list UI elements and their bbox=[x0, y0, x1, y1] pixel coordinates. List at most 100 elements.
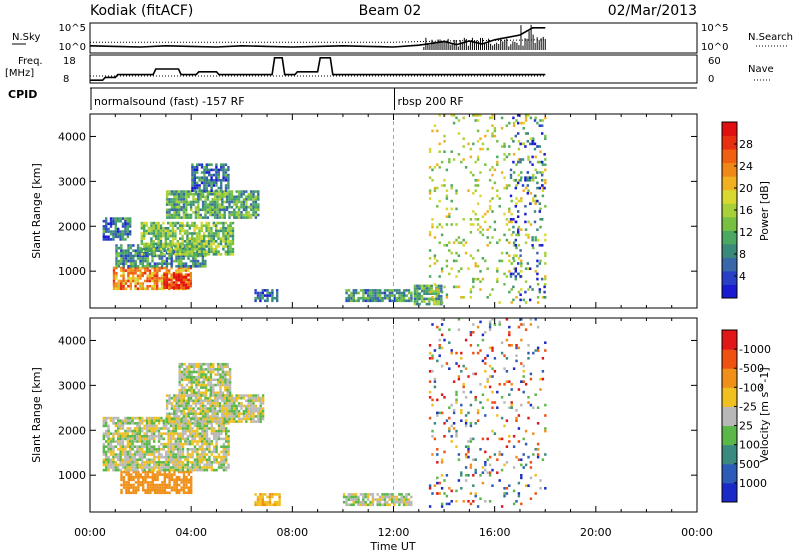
heat-cell bbox=[464, 419, 468, 422]
heat-cell bbox=[510, 301, 513, 304]
heat-cell bbox=[433, 349, 437, 352]
colorbar-tick-label: 24 bbox=[739, 160, 753, 173]
heat-cell bbox=[541, 296, 545, 299]
heat-cell bbox=[386, 500, 389, 504]
heat-cell bbox=[227, 429, 230, 433]
heat-cell bbox=[205, 179, 208, 182]
heat-cell bbox=[201, 402, 205, 405]
heat-cell bbox=[398, 503, 401, 507]
heat-cell bbox=[539, 388, 542, 391]
heat-cell bbox=[395, 498, 399, 501]
colorbar-swatch bbox=[722, 243, 737, 258]
heat-cell bbox=[529, 323, 533, 326]
heat-cell bbox=[173, 195, 176, 199]
heat-cell bbox=[172, 448, 175, 451]
heat-cell bbox=[177, 286, 181, 289]
heat-cell bbox=[138, 432, 141, 435]
heat-cell bbox=[136, 458, 139, 461]
heat-cell bbox=[493, 220, 497, 224]
heat-cell bbox=[493, 129, 497, 133]
heat-cell bbox=[227, 247, 230, 251]
heat-cell bbox=[185, 216, 188, 219]
heat-cell bbox=[388, 291, 391, 295]
heat-cell bbox=[174, 232, 177, 235]
heat-cell bbox=[114, 463, 117, 467]
heat-cell bbox=[177, 200, 181, 204]
heat-cell bbox=[512, 489, 516, 493]
heat-cell bbox=[131, 453, 134, 456]
heat-cell bbox=[500, 145, 504, 148]
heat-cell bbox=[202, 375, 205, 379]
heat-cell bbox=[400, 296, 403, 300]
heat-cell bbox=[512, 445, 516, 448]
heat-cell bbox=[138, 458, 141, 461]
heat-cell bbox=[134, 266, 137, 270]
heat-cell bbox=[197, 412, 200, 416]
heat-cell bbox=[186, 453, 189, 456]
heat-cell bbox=[496, 471, 499, 474]
heat-cell bbox=[235, 195, 238, 199]
heat-cell bbox=[201, 195, 205, 199]
heat-cell bbox=[150, 468, 153, 472]
heat-cell bbox=[205, 437, 209, 441]
heat-cell bbox=[172, 283, 176, 287]
heat-cell bbox=[252, 412, 255, 416]
heat-cell bbox=[176, 253, 179, 256]
heat-cell bbox=[133, 463, 137, 467]
heat-cell bbox=[218, 190, 222, 193]
heat-cell bbox=[161, 483, 164, 487]
heat-cell bbox=[175, 409, 178, 413]
heat-cell bbox=[141, 262, 145, 265]
heat-cell bbox=[196, 442, 199, 446]
heat-cell bbox=[181, 450, 185, 454]
heat-cell bbox=[268, 500, 272, 504]
heat-cell bbox=[148, 422, 151, 425]
heat-cell bbox=[472, 257, 475, 260]
heat-cell bbox=[481, 142, 485, 146]
heat-cell bbox=[198, 186, 201, 190]
heat-cell bbox=[179, 432, 182, 435]
heat-cell bbox=[170, 396, 174, 400]
heat-cell bbox=[534, 448, 537, 451]
heat-cell bbox=[276, 289, 279, 292]
heat-cell bbox=[371, 289, 375, 292]
heat-cell bbox=[536, 251, 539, 255]
heat-cell bbox=[520, 476, 523, 480]
heat-cell bbox=[190, 478, 193, 482]
heat-cell bbox=[228, 370, 232, 374]
heat-cell bbox=[448, 367, 451, 370]
heat-cell bbox=[105, 235, 108, 239]
heat-cell bbox=[259, 495, 262, 499]
heat-cell bbox=[156, 274, 159, 278]
heat-cell bbox=[194, 192, 198, 196]
heat-cell bbox=[167, 437, 170, 441]
heat-cell bbox=[228, 412, 231, 416]
heat-cell bbox=[153, 448, 156, 451]
heat-cell bbox=[208, 427, 211, 430]
heat-cell bbox=[235, 404, 238, 408]
heat-cell bbox=[163, 254, 166, 258]
heat-cell bbox=[192, 365, 196, 369]
heat-cell bbox=[174, 253, 177, 256]
heat-cell bbox=[230, 213, 234, 217]
heat-cell bbox=[503, 176, 506, 179]
heat-cell bbox=[136, 246, 140, 250]
heat-cell bbox=[112, 453, 115, 456]
heat-cell bbox=[159, 237, 163, 240]
colorbar-tick-label: 8 bbox=[739, 248, 746, 261]
heat-cell bbox=[191, 468, 194, 472]
heat-cell bbox=[261, 493, 264, 496]
heat-cell bbox=[124, 458, 127, 461]
heat-cell bbox=[371, 299, 375, 303]
heat-cell bbox=[541, 163, 545, 166]
heat-cell bbox=[167, 440, 170, 443]
heat-cell bbox=[154, 475, 157, 479]
heat-cell bbox=[488, 500, 492, 503]
heat-cell bbox=[539, 119, 542, 122]
heat-cell bbox=[162, 227, 165, 230]
heat-cell bbox=[229, 229, 232, 233]
heat-cell bbox=[195, 391, 198, 395]
heat-cell bbox=[524, 116, 528, 120]
heat-cell bbox=[259, 296, 262, 300]
heat-cell bbox=[157, 419, 161, 422]
